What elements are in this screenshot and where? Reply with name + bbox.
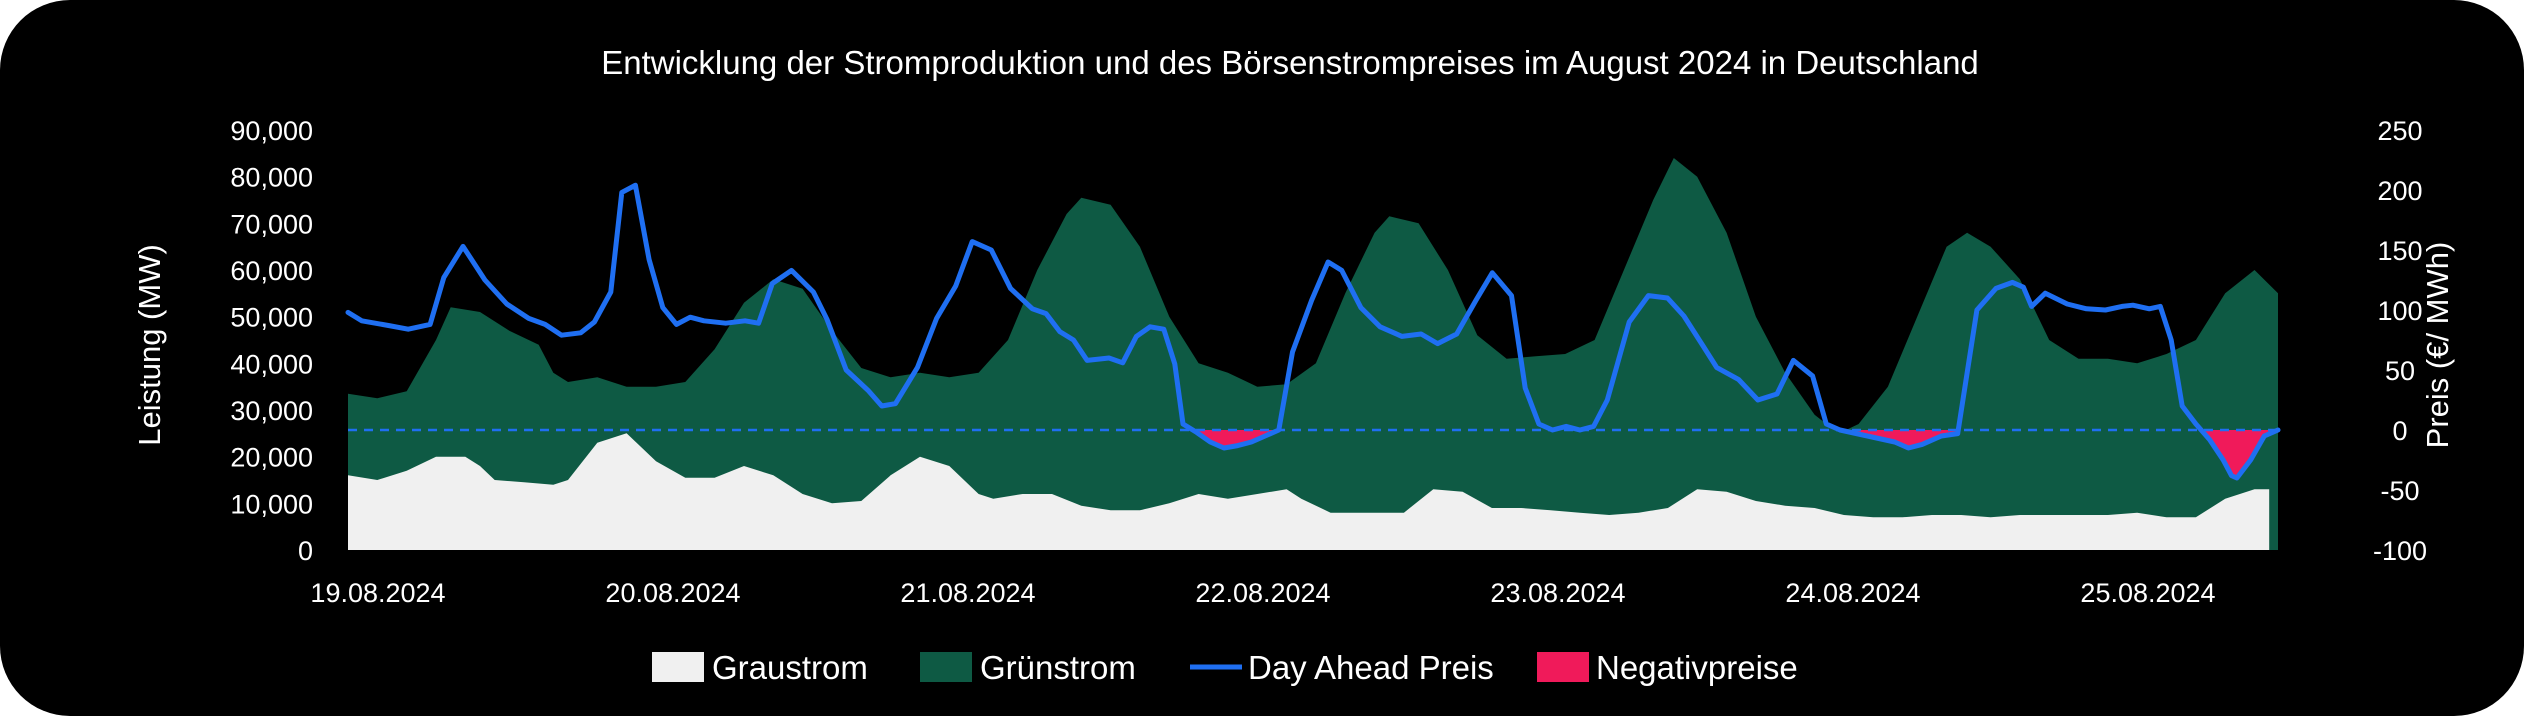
left-tick-label: 70,000 <box>230 209 313 239</box>
right-tick-label: 100 <box>2377 296 2422 326</box>
series-price-line <box>345 182 2281 481</box>
left-tick-label: 60,000 <box>230 256 313 286</box>
legend-label-price: Day Ahead Preis <box>1248 649 1494 686</box>
x-tick-label: 22.08.2024 <box>1195 578 1330 608</box>
plot-area <box>345 158 2281 550</box>
legend-label-negativ: Negativpreise <box>1596 649 1798 686</box>
left-tick-label: 0 <box>298 536 313 566</box>
chart-title: Entwicklung der Stromproduktion und des … <box>601 44 1979 81</box>
left-tick-label: 30,000 <box>230 396 313 426</box>
x-tick-label: 20.08.2024 <box>605 578 740 608</box>
legend: Graustrom Grünstrom Day Ahead Preis Negativ… <box>652 649 1798 686</box>
left-tick-label: 50,000 <box>230 303 313 333</box>
legend-swatch-graustrom <box>652 652 704 682</box>
x-tick-label: 24.08.2024 <box>1785 578 1920 608</box>
legend-swatch-negativ <box>1537 652 1589 682</box>
right-tick-label: -100 <box>2373 536 2427 566</box>
left-tick-label: 40,000 <box>230 349 313 379</box>
left-tick-label: 90,000 <box>230 116 313 146</box>
left-tick-label: 20,000 <box>230 443 313 473</box>
right-tick-label: 250 <box>2377 116 2422 146</box>
legend-label-gruenstrom: Grünstrom <box>980 649 1136 686</box>
right-tick-label: 150 <box>2377 236 2422 266</box>
x-axis-ticks: 19.08.2024 20.08.2024 21.08.2024 22.08.2024… <box>310 578 2215 608</box>
legend-label-graustrom: Graustrom <box>712 649 868 686</box>
series-gruenstrom-area <box>348 158 2278 550</box>
right-tick-label: -50 <box>2380 476 2419 506</box>
right-axis-ticks: -100 -50 0 50 100 150 200 250 <box>2373 116 2427 566</box>
right-axis-label: Preis (€/ MWh) <box>2420 242 2455 449</box>
right-tick-label: 200 <box>2377 176 2422 206</box>
x-tick-label: 19.08.2024 <box>310 578 445 608</box>
series-graustrom-area <box>348 433 2270 550</box>
x-tick-label: 25.08.2024 <box>2080 578 2215 608</box>
left-axis-label: Leistung (MW) <box>132 244 167 446</box>
left-tick-label: 10,000 <box>230 489 313 519</box>
legend-swatch-gruenstrom <box>920 652 972 682</box>
x-tick-label: 21.08.2024 <box>900 578 1035 608</box>
left-tick-label: 80,000 <box>230 163 313 193</box>
right-tick-label: 50 <box>2385 356 2415 386</box>
left-axis-ticks: 0 10,000 20,000 30,000 40,000 50,000 60,000 70,… <box>230 116 313 566</box>
right-tick-label: 0 <box>2392 416 2407 446</box>
x-tick-label: 23.08.2024 <box>1490 578 1625 608</box>
